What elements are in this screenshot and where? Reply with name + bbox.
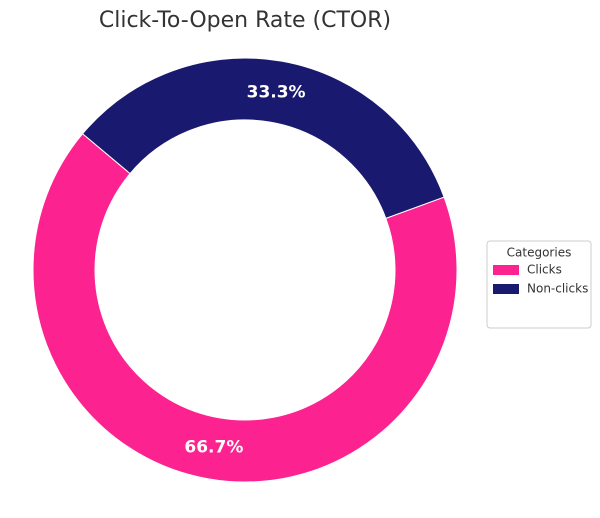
- value-label: 66.7%: [184, 437, 243, 457]
- value-label: 33.3%: [247, 83, 306, 103]
- donut-segment: [32, 133, 458, 483]
- legend-title: Categories: [507, 246, 572, 260]
- legend-swatch: [493, 284, 519, 294]
- legend-box: [486, 240, 592, 329]
- legend-label: Clicks: [527, 263, 562, 277]
- donut-segment: [81, 57, 445, 220]
- legend-swatch: [493, 265, 519, 275]
- chart-title: Click-To-Open Rate (CTOR): [99, 8, 391, 33]
- legend-label: Non-clicks: [527, 282, 588, 296]
